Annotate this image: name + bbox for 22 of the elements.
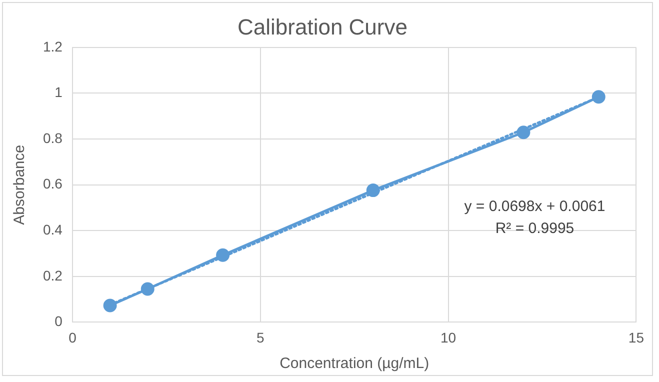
annotation: y = 0.0698x + 0.0061 xyxy=(464,198,606,215)
point xyxy=(366,184,380,198)
x-tick-label: 5 xyxy=(256,329,264,346)
y-tick-label: 0.6 xyxy=(42,176,63,192)
y-tick-label: 1.2 xyxy=(42,38,63,54)
x-tick-label: 15 xyxy=(628,329,644,346)
point xyxy=(140,282,154,296)
x-axis-title: Concentration (µg/mL) xyxy=(280,355,430,372)
point xyxy=(103,298,117,312)
chart-title: Calibration Curve xyxy=(238,14,408,40)
x-tick-label: 10 xyxy=(440,329,456,346)
y-tick-label: 0 xyxy=(54,313,63,330)
annotation: R² = 0.9995 xyxy=(495,220,574,237)
x-tick-label: 0 xyxy=(68,329,77,346)
y-tick-label: 1 xyxy=(54,84,63,100)
y-tick-label: 0.2 xyxy=(42,267,63,284)
y-tick-label: 0.4 xyxy=(42,221,63,238)
y-tick-label: 0.8 xyxy=(42,130,63,146)
point xyxy=(592,90,606,104)
point xyxy=(516,126,530,140)
point xyxy=(216,248,230,262)
y-axis-title: Absorbance xyxy=(11,144,28,225)
